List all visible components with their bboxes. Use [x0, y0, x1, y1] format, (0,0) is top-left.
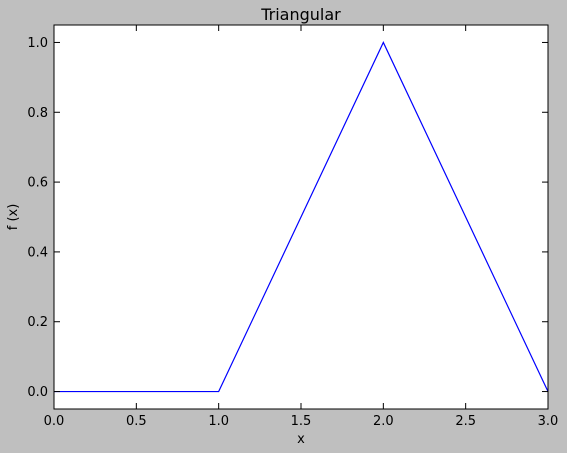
x-tick-label: 2.5: [455, 414, 476, 429]
y-tick-label: 0.6: [27, 176, 48, 191]
x-tick-label: 0.0: [44, 414, 65, 429]
y-tick-label: 0.2: [27, 315, 48, 330]
x-tick-label: 3.0: [538, 414, 559, 429]
y-tick-label: 1.0: [27, 36, 48, 51]
x-tick-label: 1.5: [291, 414, 312, 429]
ticks-layer: [53, 25, 549, 409]
chart-title: Triangular: [260, 5, 341, 24]
y-axis-label: f (x): [6, 204, 21, 231]
x-tick-label: 1.0: [208, 414, 229, 429]
plot-frame: [53, 24, 549, 410]
y-tick-label: 0.4: [27, 245, 48, 260]
x-tick-label: 0.5: [126, 414, 147, 429]
x-tick-label: 2.0: [373, 414, 394, 429]
series-layer: [54, 41, 549, 393]
y-tick-label: 0.0: [27, 385, 48, 400]
tick-labels-layer: 0.0 0.5 1.0 1.5 2.0 2.5 3.0 0.0 0.2 0.4 0.6 0.8 1.0: [27, 36, 558, 429]
y-tick-label: 0.8: [27, 106, 48, 121]
series-line-0: [54, 41, 549, 393]
x-axis-label: x: [297, 432, 305, 447]
